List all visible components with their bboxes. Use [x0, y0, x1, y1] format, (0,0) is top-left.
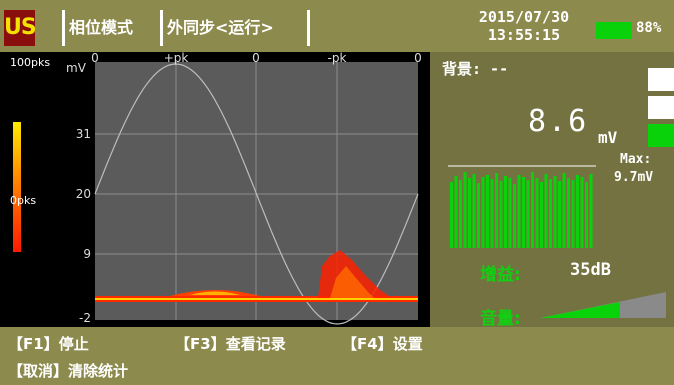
volume-track — [540, 292, 666, 318]
histogram-bar — [585, 182, 588, 248]
prpd-plot: 0 +pk 0 -pk 0 mV 31 20 9 -2 100pks 0pks — [0, 51, 430, 327]
histogram-bar — [571, 180, 575, 248]
phase-label-360: 0 — [414, 52, 422, 65]
sine-reference — [94, 63, 419, 325]
phase-label-0: 0 — [91, 52, 99, 65]
cancel-label: 清除统计 — [68, 362, 129, 380]
sync-label: 外同步<运行> — [167, 18, 274, 37]
f4-settings-button[interactable]: 【F4】设置 — [342, 333, 423, 354]
histogram-bar — [450, 182, 453, 248]
amplitude-histogram — [448, 165, 596, 248]
max-label: Max: — [620, 152, 652, 167]
histogram-bar — [495, 173, 498, 248]
gain-value: 35dB — [570, 260, 611, 280]
cancel-clear-stats-button[interactable]: 【取消】清除统计 — [8, 360, 128, 381]
measurement-panel: 背景: -- 8.6 mV Max: 9.7mV 增益: 35dB 音量: — [430, 52, 674, 329]
histogram-bar — [459, 180, 462, 248]
histogram-bar — [472, 174, 476, 248]
histogram-bar — [490, 179, 494, 248]
f3-label: 查看记录 — [225, 335, 286, 353]
max-value: 9.7mV — [614, 170, 654, 185]
histogram-bar — [535, 178, 539, 248]
histogram-bar — [580, 177, 584, 248]
histogram-bar — [477, 183, 480, 248]
measured-unit: mV — [598, 128, 618, 147]
color-scale-bar — [13, 122, 21, 252]
datetime: 2015/07/30 13:55:15 — [456, 8, 592, 44]
histogram-bar — [562, 173, 566, 248]
f1-label: 停止 — [58, 335, 89, 353]
histogram-bar — [481, 177, 485, 248]
y-tick-labels: 31 20 9 -2 — [76, 127, 91, 325]
measured-value: 8.6 — [528, 104, 589, 139]
background-label: 背景: -- — [442, 60, 509, 78]
level-indicator-white-2 — [648, 96, 674, 119]
volume-label: 音量: — [480, 309, 521, 329]
function-key-bar: 【F1】停止 【F3】查看记录 【F4】设置 【取消】清除统计 — [0, 327, 674, 385]
phase-plot-svg: 0 +pk 0 -pk 0 mV 31 20 9 -2 — [66, 51, 422, 325]
plot-grid — [95, 62, 418, 320]
histogram-bar — [508, 178, 512, 248]
histogram-bar — [540, 182, 543, 248]
f3-key: 【F3】 — [175, 335, 226, 353]
y-unit-label: mV — [66, 61, 87, 75]
y-tick-31: 31 — [76, 127, 91, 141]
histogram-bar — [544, 174, 548, 248]
phase-label-negpk: -pk — [328, 52, 347, 65]
scale-bottom-label: 0pks — [10, 194, 37, 207]
battery-percent: 88% — [636, 20, 662, 36]
f3-view-records-button[interactable]: 【F3】查看记录 — [175, 333, 286, 354]
histogram-bar — [504, 176, 507, 248]
volume-slider[interactable] — [540, 292, 668, 320]
histogram-bar — [522, 177, 525, 248]
histogram-bar — [549, 179, 552, 248]
mode-indicator[interactable]: 相位模式 — [62, 10, 154, 46]
phase-label-180: 0 — [252, 52, 260, 65]
histogram-bar — [517, 175, 521, 248]
us-logo-icon: US — [4, 10, 37, 46]
phase-label-pospk: +pk — [164, 52, 189, 65]
level-indicator-white-1 — [648, 68, 674, 91]
histogram-bar — [463, 172, 467, 248]
pd-signal — [95, 250, 418, 302]
y-tick-neg2: -2 — [79, 311, 91, 325]
f1-stop-button[interactable]: 【F1】停止 — [8, 333, 89, 354]
f1-key: 【F1】 — [8, 335, 59, 353]
f4-label: 设置 — [392, 335, 423, 353]
histogram-bar — [499, 181, 503, 248]
y-tick-9: 9 — [83, 247, 91, 261]
sync-indicator[interactable]: 外同步<运行> — [160, 10, 310, 46]
phase-labels: 0 +pk 0 -pk 0 — [91, 51, 422, 65]
histogram-bar — [526, 180, 530, 248]
mode-label: 相位模式 — [69, 18, 134, 37]
histogram-bar — [531, 172, 534, 248]
histogram-bar — [468, 178, 471, 248]
histogram-bar — [589, 174, 593, 248]
histogram-bar — [454, 176, 458, 248]
histogram-bar — [576, 175, 579, 248]
level-indicator-green — [648, 124, 674, 147]
histogram-bar — [553, 176, 557, 248]
histogram-bar — [486, 175, 489, 248]
battery-icon — [596, 22, 632, 39]
y-tick-20: 20 — [76, 187, 91, 201]
top-bar: US 相位模式 外同步<运行> 2015/07/30 13:55:15 88% — [0, 0, 674, 52]
scale-top-label: 100pks — [10, 56, 51, 69]
volume-fill — [540, 302, 620, 318]
histogram-bar — [558, 181, 561, 248]
histogram-bar — [567, 178, 570, 248]
histogram-bar — [513, 184, 516, 248]
date-text: 2015/07/30 — [478, 8, 570, 26]
cancel-key: 【取消】 — [8, 362, 69, 380]
time-text: 13:55:15 — [487, 26, 561, 44]
histogram-bars — [450, 172, 593, 248]
gain-label: 增益: — [480, 265, 521, 285]
f4-key: 【F4】 — [342, 335, 393, 353]
